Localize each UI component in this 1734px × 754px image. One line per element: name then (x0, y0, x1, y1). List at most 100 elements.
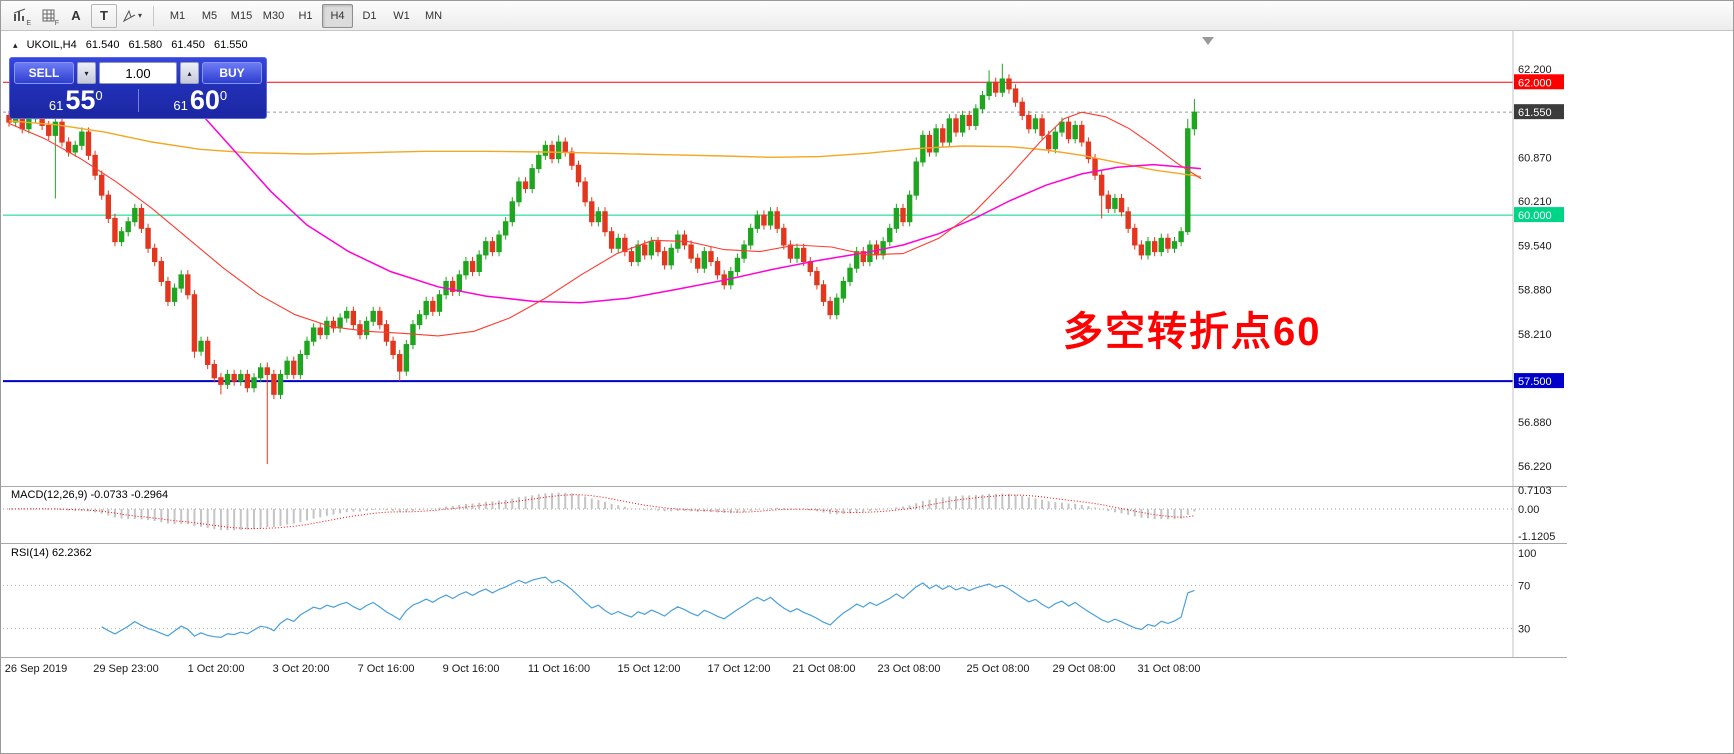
symbol-label: UKOIL,H4 (26, 39, 77, 51)
macd-axis-label: 0.00 (1518, 504, 1539, 516)
candles-layer (6, 63, 1198, 465)
timeframe-button-h4[interactable]: H4 (322, 3, 353, 28)
timeframe-buttons: M1 M5 M15 M30 H1 H4 D1 W1 MN (162, 3, 449, 28)
resistance-line-badge: 62.000 (1514, 74, 1564, 90)
support-line-badge: 57.500 (1514, 373, 1564, 389)
time-tick-label: 21 Oct 08:00 (793, 663, 856, 675)
sell-price-prefix: 61 (48, 97, 64, 113)
bid-price-line-badge: 61.550 (1514, 104, 1564, 120)
text-tool-button[interactable]: A (63, 4, 89, 28)
rsi-current-value: 62.2362 (51, 547, 92, 559)
collapse-panel-icon[interactable]: ▴ (13, 40, 18, 50)
svg-text:62.000: 62.000 (1518, 77, 1552, 89)
price-divider (137, 89, 139, 112)
chart-annotation-text: 多空转折点60 (1063, 310, 1322, 354)
time-tick-label: 17 Oct 12:00 (708, 663, 771, 675)
pointer-tool-icon (122, 9, 136, 22)
timeframe-button-mn[interactable]: MN (424, 9, 443, 22)
fast-ma[interactable] (8, 111, 1202, 337)
macd-axis-label: 0.7103 (1518, 485, 1552, 497)
time-tick-label: 11 Oct 16:00 (528, 663, 590, 675)
buy-price-display[interactable]: 61 60 0 (139, 87, 263, 114)
textbox-tool-icon: T (100, 8, 108, 23)
medium-ma[interactable] (181, 85, 1202, 304)
sell-price-sup: 0 (95, 87, 103, 103)
toolbar: E F A T ▾ M1 M5 M15 M30 H1 H4 D1 W1 MN (1, 1, 1733, 31)
svg-text:56.880: 56.880 (1518, 417, 1552, 429)
slow-ma[interactable] (8, 120, 1202, 178)
sell-price-display[interactable]: 61 55 0 (14, 87, 138, 114)
grid-badge: F (54, 19, 59, 27)
volume-input[interactable] (99, 62, 177, 84)
time-tick-label: 29 Oct 08:00 (1053, 663, 1116, 675)
macd-indicator-label: MACD(12,26,9) -0.0733 -0.2964 (11, 489, 168, 501)
time-tick-label: 31 Oct 08:00 (1138, 663, 1201, 675)
volume-dropdown-button[interactable]: ▾ (77, 62, 96, 84)
svg-text:62.200: 62.200 (1518, 64, 1552, 76)
timeframe-button-w1[interactable]: W1 (393, 9, 410, 22)
pointer-tool-dropdown-button[interactable]: ▾ (119, 4, 145, 28)
rsi-line (101, 576, 1195, 639)
text-tool-icon: A (71, 8, 81, 23)
svg-text:57.500: 57.500 (1518, 376, 1552, 388)
svg-text:59.540: 59.540 (1518, 241, 1552, 253)
time-tick-label: 26 Sep 2019 (5, 663, 67, 675)
one-click-trading-panel: SELL ▾ ▴ BUY 61 55 0 61 60 (9, 57, 267, 119)
toolbar-separator (153, 5, 154, 26)
svg-text:61.550: 61.550 (1518, 107, 1552, 119)
chart-objects-button[interactable]: E (7, 4, 33, 28)
chart-shift-marker[interactable] (1202, 37, 1214, 45)
open-value: 61.540 (85, 39, 120, 51)
time-tick-label: 9 Oct 16:00 (443, 663, 500, 675)
time-tick-label: 29 Sep 23:00 (93, 663, 158, 675)
symbol-ohlc-header: ▴ UKOIL,H4 61.540 61.580 61.450 61.550 (13, 39, 254, 51)
timeframe-button-m15[interactable]: M15 (230, 9, 253, 22)
time-axis[interactable]: 26 Sep 2019 29 Sep 23:00 1 Oct 20:00 3 Oct … (5, 663, 1201, 675)
sell-button[interactable]: SELL (14, 62, 74, 84)
macd-signal-line (8, 494, 1195, 530)
grid-button[interactable]: F (35, 4, 61, 28)
low-value: 61.450 (171, 39, 205, 51)
svg-text:60.870: 60.870 (1518, 152, 1552, 164)
chevron-up-icon: ▴ (187, 68, 192, 78)
high-value: 61.580 (128, 39, 163, 51)
chevron-down-icon: ▾ (137, 11, 142, 20)
chart-canvas[interactable]: 62.200 61.540 60.870 60.210 59.540 58.880 58.2… (1, 31, 1567, 677)
svg-text:58.880: 58.880 (1518, 284, 1552, 296)
macd-histogram (14, 492, 1196, 531)
macd-axis-label: -1.1205 (1518, 531, 1555, 543)
time-tick-label: 23 Oct 08:00 (878, 663, 941, 675)
pivot-line-badge: 60.000 (1514, 207, 1564, 223)
chart-window: 62.200 61.540 60.870 60.210 59.540 58.880 58.2… (1, 31, 1567, 677)
svg-text:58.210: 58.210 (1518, 329, 1552, 341)
volume-stepper-button[interactable]: ▴ (180, 62, 199, 84)
buy-button[interactable]: BUY (202, 62, 262, 84)
buy-price-big: 60 (189, 85, 220, 115)
time-tick-label: 3 Oct 20:00 (273, 663, 330, 675)
buy-price-prefix: 61 (173, 97, 188, 113)
chevron-down-icon: ▾ (84, 68, 89, 78)
macd-name: MACD(12,26,9) (11, 489, 88, 501)
timeframe-button-d1[interactable]: D1 (362, 9, 377, 22)
time-tick-label: 25 Oct 08:00 (967, 663, 1030, 675)
close-value: 61.550 (213, 39, 248, 51)
time-tick-label: 15 Oct 12:00 (618, 663, 681, 675)
svg-text:60.000: 60.000 (1518, 210, 1552, 222)
svg-text:60.210: 60.210 (1518, 196, 1552, 208)
rsi-axis-label: 70 (1518, 580, 1530, 592)
buy-price-sup: 0 (219, 87, 228, 103)
timeframe-button-m30[interactable]: M30 (262, 9, 285, 22)
timeframe-button-m5[interactable]: M5 (201, 9, 218, 22)
rsi-axis-label: 100 (1518, 548, 1536, 560)
time-tick-label: 7 Oct 16:00 (358, 663, 415, 675)
chart-objects-badge: E (26, 19, 31, 27)
rsi-axis-label: 30 (1518, 624, 1530, 636)
macd-current-values: -0.0733 -0.2964 (90, 489, 169, 501)
svg-text:56.220: 56.220 (1518, 461, 1552, 473)
textbox-tool-button[interactable]: T (91, 3, 117, 28)
price-axis: 62.20061.54060.87060.21059.54058.88058.2… (1514, 64, 1564, 473)
timeframe-button-h1[interactable]: H1 (298, 9, 313, 22)
rsi-name: RSI(14) (11, 547, 49, 559)
timeframe-button-m1[interactable]: M1 (169, 9, 186, 22)
